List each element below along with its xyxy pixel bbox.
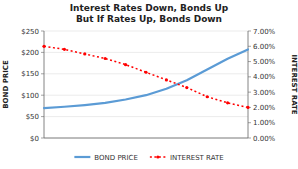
tick-mark: [248, 92, 251, 93]
marker: [165, 78, 168, 81]
axis-line: [248, 31, 249, 138]
axis-label: BOND PRICE: [2, 60, 10, 109]
marker: [42, 45, 45, 48]
tick-label: 2.00%: [253, 104, 276, 112]
tick-mark: [248, 61, 251, 62]
axis-line: [44, 138, 248, 139]
tick-mark: [41, 138, 44, 139]
tick-label: 6.00%: [253, 43, 276, 51]
tick-label: $100: [21, 92, 39, 100]
tick-label: 3.00%: [253, 89, 276, 97]
marker: [206, 95, 209, 98]
legend-item: BOND PRICE: [74, 154, 138, 162]
tick-label: 0.00%: [253, 135, 276, 143]
tick-mark: [248, 31, 251, 32]
tick-mark: [41, 52, 44, 53]
tick-mark: [41, 116, 44, 117]
marker: [226, 101, 229, 104]
tick-label: $50: [26, 113, 39, 121]
marker: [63, 48, 66, 51]
tick-label: 7.00%: [253, 28, 276, 36]
tick-mark: [248, 138, 251, 139]
plot-area: [42, 45, 249, 109]
tick-mark: [41, 31, 44, 32]
marker: [144, 71, 147, 74]
subtitle: But If Rates Up, Bonds Down: [76, 14, 222, 24]
marker: [104, 57, 107, 60]
tick-label: 5.00%: [253, 58, 276, 66]
grid-line: [44, 116, 248, 117]
tick-mark: [41, 95, 44, 96]
tick-label: 4.00%: [253, 73, 276, 81]
legend-swatch: [74, 156, 90, 158]
legend-swatch: [150, 156, 166, 158]
marker: [246, 106, 249, 109]
chart: Interest Rates Down, Bonds UpBut If Rate…: [0, 0, 298, 169]
grid: [44, 31, 248, 138]
axes: $0 $50 $100 $150 $200 $250 0.00% 1.00% 2.00% 3.00…: [21, 28, 275, 143]
axis-label: INTEREST RATE: [290, 54, 298, 114]
tick-mark: [248, 122, 251, 123]
title: Interest Rates Down, Bonds Up: [70, 3, 229, 13]
tick-mark: [248, 46, 251, 47]
tick-label: 1.00%: [253, 119, 276, 127]
tick-label: $150: [21, 70, 39, 78]
tick-label: $0: [30, 135, 39, 143]
series-line: [44, 46, 248, 107]
marker: [185, 86, 188, 89]
legend-label: INTEREST RATE: [170, 154, 224, 162]
grid-line: [44, 138, 248, 139]
grid-line: [44, 31, 248, 32]
legend: BOND PRICE INTEREST RATE: [74, 154, 223, 162]
legend-label: BOND PRICE: [94, 154, 138, 162]
tick-mark: [41, 73, 44, 74]
tick-label: $200: [21, 49, 39, 57]
marker: [83, 52, 86, 55]
legend-item: INTEREST RATE: [150, 154, 224, 162]
legend-swatch: [156, 155, 159, 158]
tick-label: $250: [21, 28, 39, 36]
grid-line: [44, 52, 248, 53]
tick-mark: [248, 76, 251, 77]
marker: [124, 63, 127, 66]
